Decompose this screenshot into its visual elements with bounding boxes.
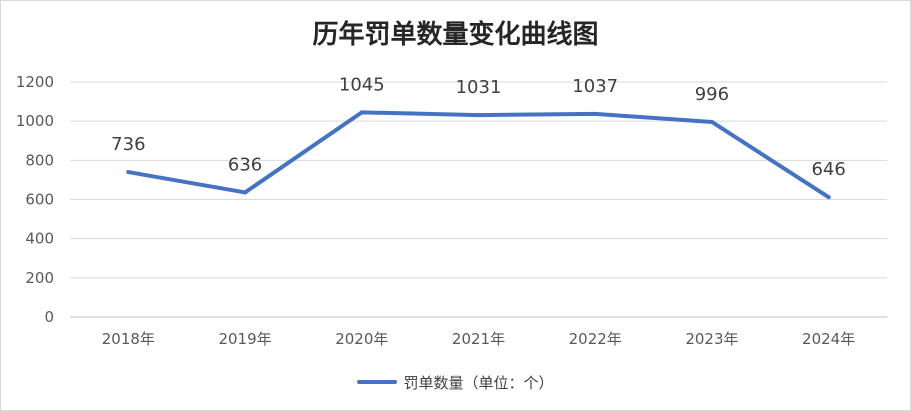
x-tick-label: 2020年 — [335, 330, 388, 348]
y-tick-label: 400 — [25, 230, 54, 248]
data-point — [826, 195, 831, 200]
data-point — [709, 119, 714, 124]
data-label: 1031 — [456, 77, 502, 98]
legend-swatch — [357, 380, 398, 384]
y-tick-label: 1000 — [16, 112, 54, 130]
data-label: 636 — [228, 154, 262, 175]
legend: 罚单数量（单位：个） — [0, 370, 911, 394]
y-tick-label: 200 — [25, 269, 54, 287]
data-label: 646 — [811, 159, 845, 180]
x-tick-label: 2024年 — [802, 330, 855, 348]
legend-label: 罚单数量（单位：个） — [403, 373, 554, 392]
chart-title: 历年罚单数量变化曲线图 — [312, 20, 599, 50]
x-tick-label: 2018年 — [102, 330, 155, 348]
data-point — [359, 110, 364, 115]
data-point — [476, 113, 481, 118]
data-label: 996 — [695, 84, 729, 105]
y-tick-label: 0 — [44, 308, 54, 326]
data-label: 736 — [111, 134, 145, 155]
data-label: 1045 — [339, 74, 385, 95]
data-label: 1037 — [572, 76, 618, 97]
x-tick-label: 2022年 — [569, 330, 622, 348]
data-point — [126, 170, 131, 175]
data-point — [593, 111, 598, 116]
x-tick-label: 2021年 — [452, 330, 505, 348]
data-point — [243, 190, 248, 195]
y-tick-label: 800 — [25, 151, 54, 169]
y-tick-label: 1200 — [16, 73, 54, 91]
x-tick-label: 2023年 — [685, 330, 738, 348]
x-tick-label: 2019年 — [218, 330, 271, 348]
y-tick-label: 600 — [25, 191, 54, 209]
